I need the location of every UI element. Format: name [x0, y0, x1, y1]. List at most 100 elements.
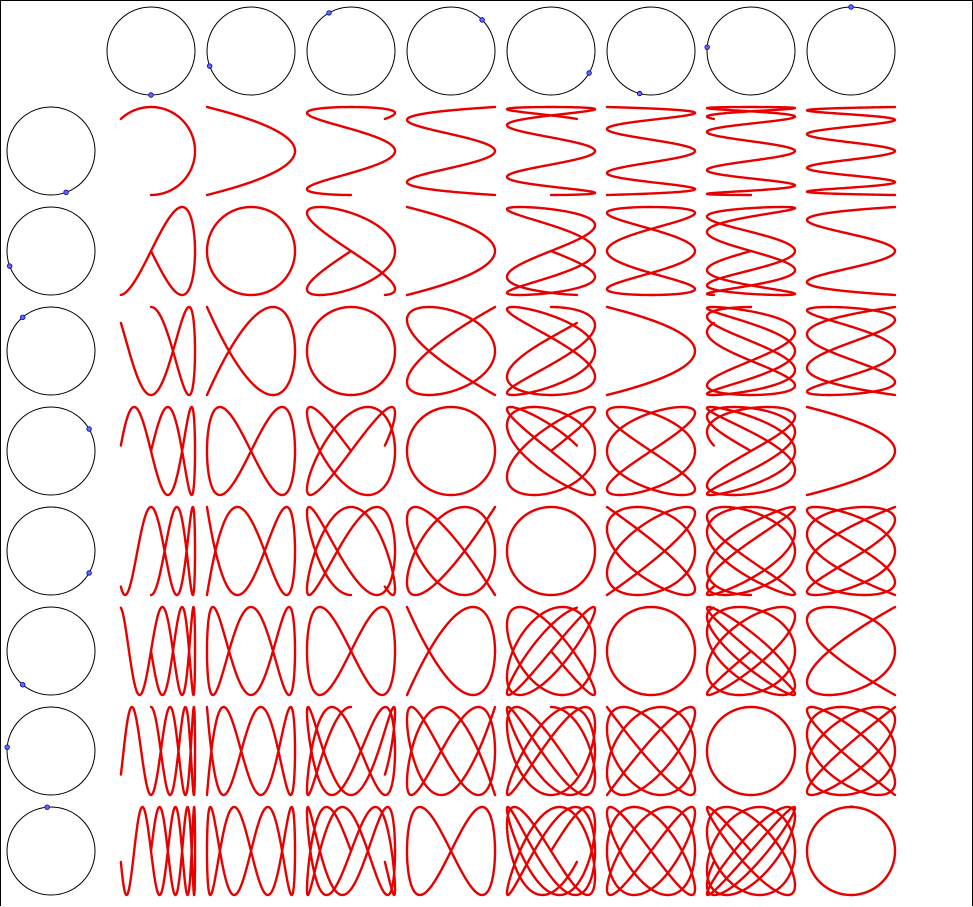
- curve-r7-c5: [505, 705, 597, 797]
- curve-r7-c7: [705, 705, 797, 797]
- curve-r2-c8: [805, 205, 897, 297]
- curve-r5-c1: [119, 505, 197, 597]
- curve-r7-c3: [305, 705, 397, 797]
- row-circle-3: [6, 306, 96, 396]
- column-dot-6: [636, 90, 643, 97]
- curve-r2-c3: [305, 205, 397, 297]
- curve-r8-c7: [705, 805, 797, 897]
- curve-r3-c4: [405, 305, 497, 397]
- curve-r8-c8: [805, 805, 897, 897]
- curve-r7-c2: [205, 705, 297, 797]
- curve-r7-c1: [119, 705, 197, 797]
- curve-r7-c4: [405, 705, 497, 797]
- curve-r2-c2: [205, 205, 297, 297]
- curve-r6-c5: [505, 605, 597, 697]
- curve-r4-c4: [405, 405, 497, 497]
- curve-r1-c8: [805, 105, 897, 197]
- curve-r6-c6: [605, 605, 697, 697]
- curve-r3-c1: [119, 305, 197, 397]
- row-circle-2: [6, 206, 96, 296]
- curve-r3-c3: [305, 305, 397, 397]
- row-circle-5: [6, 506, 96, 596]
- curve-r1-c6: [605, 105, 697, 197]
- column-dot-3: [326, 10, 332, 16]
- curve-r8-c4: [405, 805, 497, 897]
- column-dot-5: [586, 70, 592, 76]
- curve-r5-c3: [305, 505, 397, 597]
- curve-r6-c8: [805, 605, 897, 697]
- curve-r6-c1: [119, 605, 197, 697]
- row-circle-8: [6, 806, 96, 896]
- row-dot-8: [44, 804, 50, 810]
- curve-r5-c2: [205, 505, 297, 597]
- curve-r3-c8: [805, 305, 897, 397]
- row-dot-2: [6, 263, 13, 269]
- curve-r8-c2: [205, 805, 297, 897]
- column-circles: [106, 4, 896, 98]
- curve-r3-c7: [705, 305, 797, 397]
- curve-r4-c8: [805, 405, 897, 497]
- curve-r3-c5: [505, 305, 597, 397]
- curve-r6-c2: [205, 605, 297, 697]
- curve-r8-c6: [605, 805, 697, 897]
- row-dot-6: [20, 682, 26, 688]
- curve-r1-c3: [305, 105, 397, 197]
- column-dot-4: [479, 17, 485, 23]
- column-circle-6: [606, 6, 696, 96]
- curve-r6-c4: [405, 605, 497, 697]
- column-circle-3: [306, 6, 396, 96]
- curve-r5-c5: [505, 505, 597, 597]
- curve-r5-c8: [805, 505, 897, 597]
- curve-r4-c6: [605, 405, 697, 497]
- curve-r2-c4: [405, 205, 497, 297]
- row-circle-1: [6, 106, 96, 196]
- column-circle-1: [106, 6, 196, 96]
- curve-r1-c2: [205, 105, 297, 197]
- curve-r1-c5: [505, 105, 597, 197]
- curve-r5-c7: [705, 505, 797, 597]
- curve-r6-c3: [305, 605, 397, 697]
- curve-r7-c6: [605, 705, 697, 797]
- curve-r5-c4: [405, 505, 497, 597]
- curve-r4-c5: [505, 405, 597, 497]
- curve-r8-c1: [119, 805, 197, 897]
- column-dot-1: [148, 92, 154, 98]
- curve-r5-c6: [605, 505, 697, 597]
- row-dot-5: [86, 570, 92, 576]
- column-dot-2: [206, 63, 213, 69]
- row-circle-6: [6, 606, 96, 696]
- row-dot-1: [63, 189, 69, 196]
- curve-r8-c3: [305, 805, 397, 897]
- row-circle-4: [6, 406, 96, 496]
- curve-r3-c6: [605, 305, 697, 397]
- curve-r4-c2: [205, 405, 297, 497]
- column-circle-2: [206, 6, 296, 96]
- curve-r8-c5: [505, 805, 597, 897]
- row-circle-7: [6, 706, 96, 796]
- row-circles: [4, 106, 96, 896]
- curve-r6-c7: [705, 605, 797, 697]
- curve-r4-c1: [119, 405, 197, 497]
- curve-r1-c1: [119, 105, 197, 197]
- column-dot-7: [704, 44, 710, 50]
- column-circle-7: [706, 6, 796, 96]
- curve-r2-c5: [505, 205, 597, 297]
- curve-r1-c7: [705, 105, 797, 197]
- curve-r7-c8: [805, 705, 897, 797]
- curve-r1-c4: [405, 105, 497, 197]
- curve-r4-c7: [705, 405, 797, 497]
- column-circle-8: [806, 6, 896, 96]
- row-dot-3: [20, 314, 26, 320]
- curve-r2-c1: [119, 205, 197, 297]
- curve-r2-c6: [605, 205, 697, 297]
- curve-r4-c3: [305, 405, 397, 497]
- curve-grid: [119, 105, 897, 897]
- curve-r2-c7: [705, 205, 797, 297]
- row-dot-7: [4, 744, 10, 750]
- column-circle-4: [406, 6, 496, 96]
- column-dot-8: [848, 4, 854, 10]
- row-dot-4: [86, 426, 92, 432]
- curve-r3-c2: [205, 305, 297, 397]
- column-circle-5: [506, 6, 596, 96]
